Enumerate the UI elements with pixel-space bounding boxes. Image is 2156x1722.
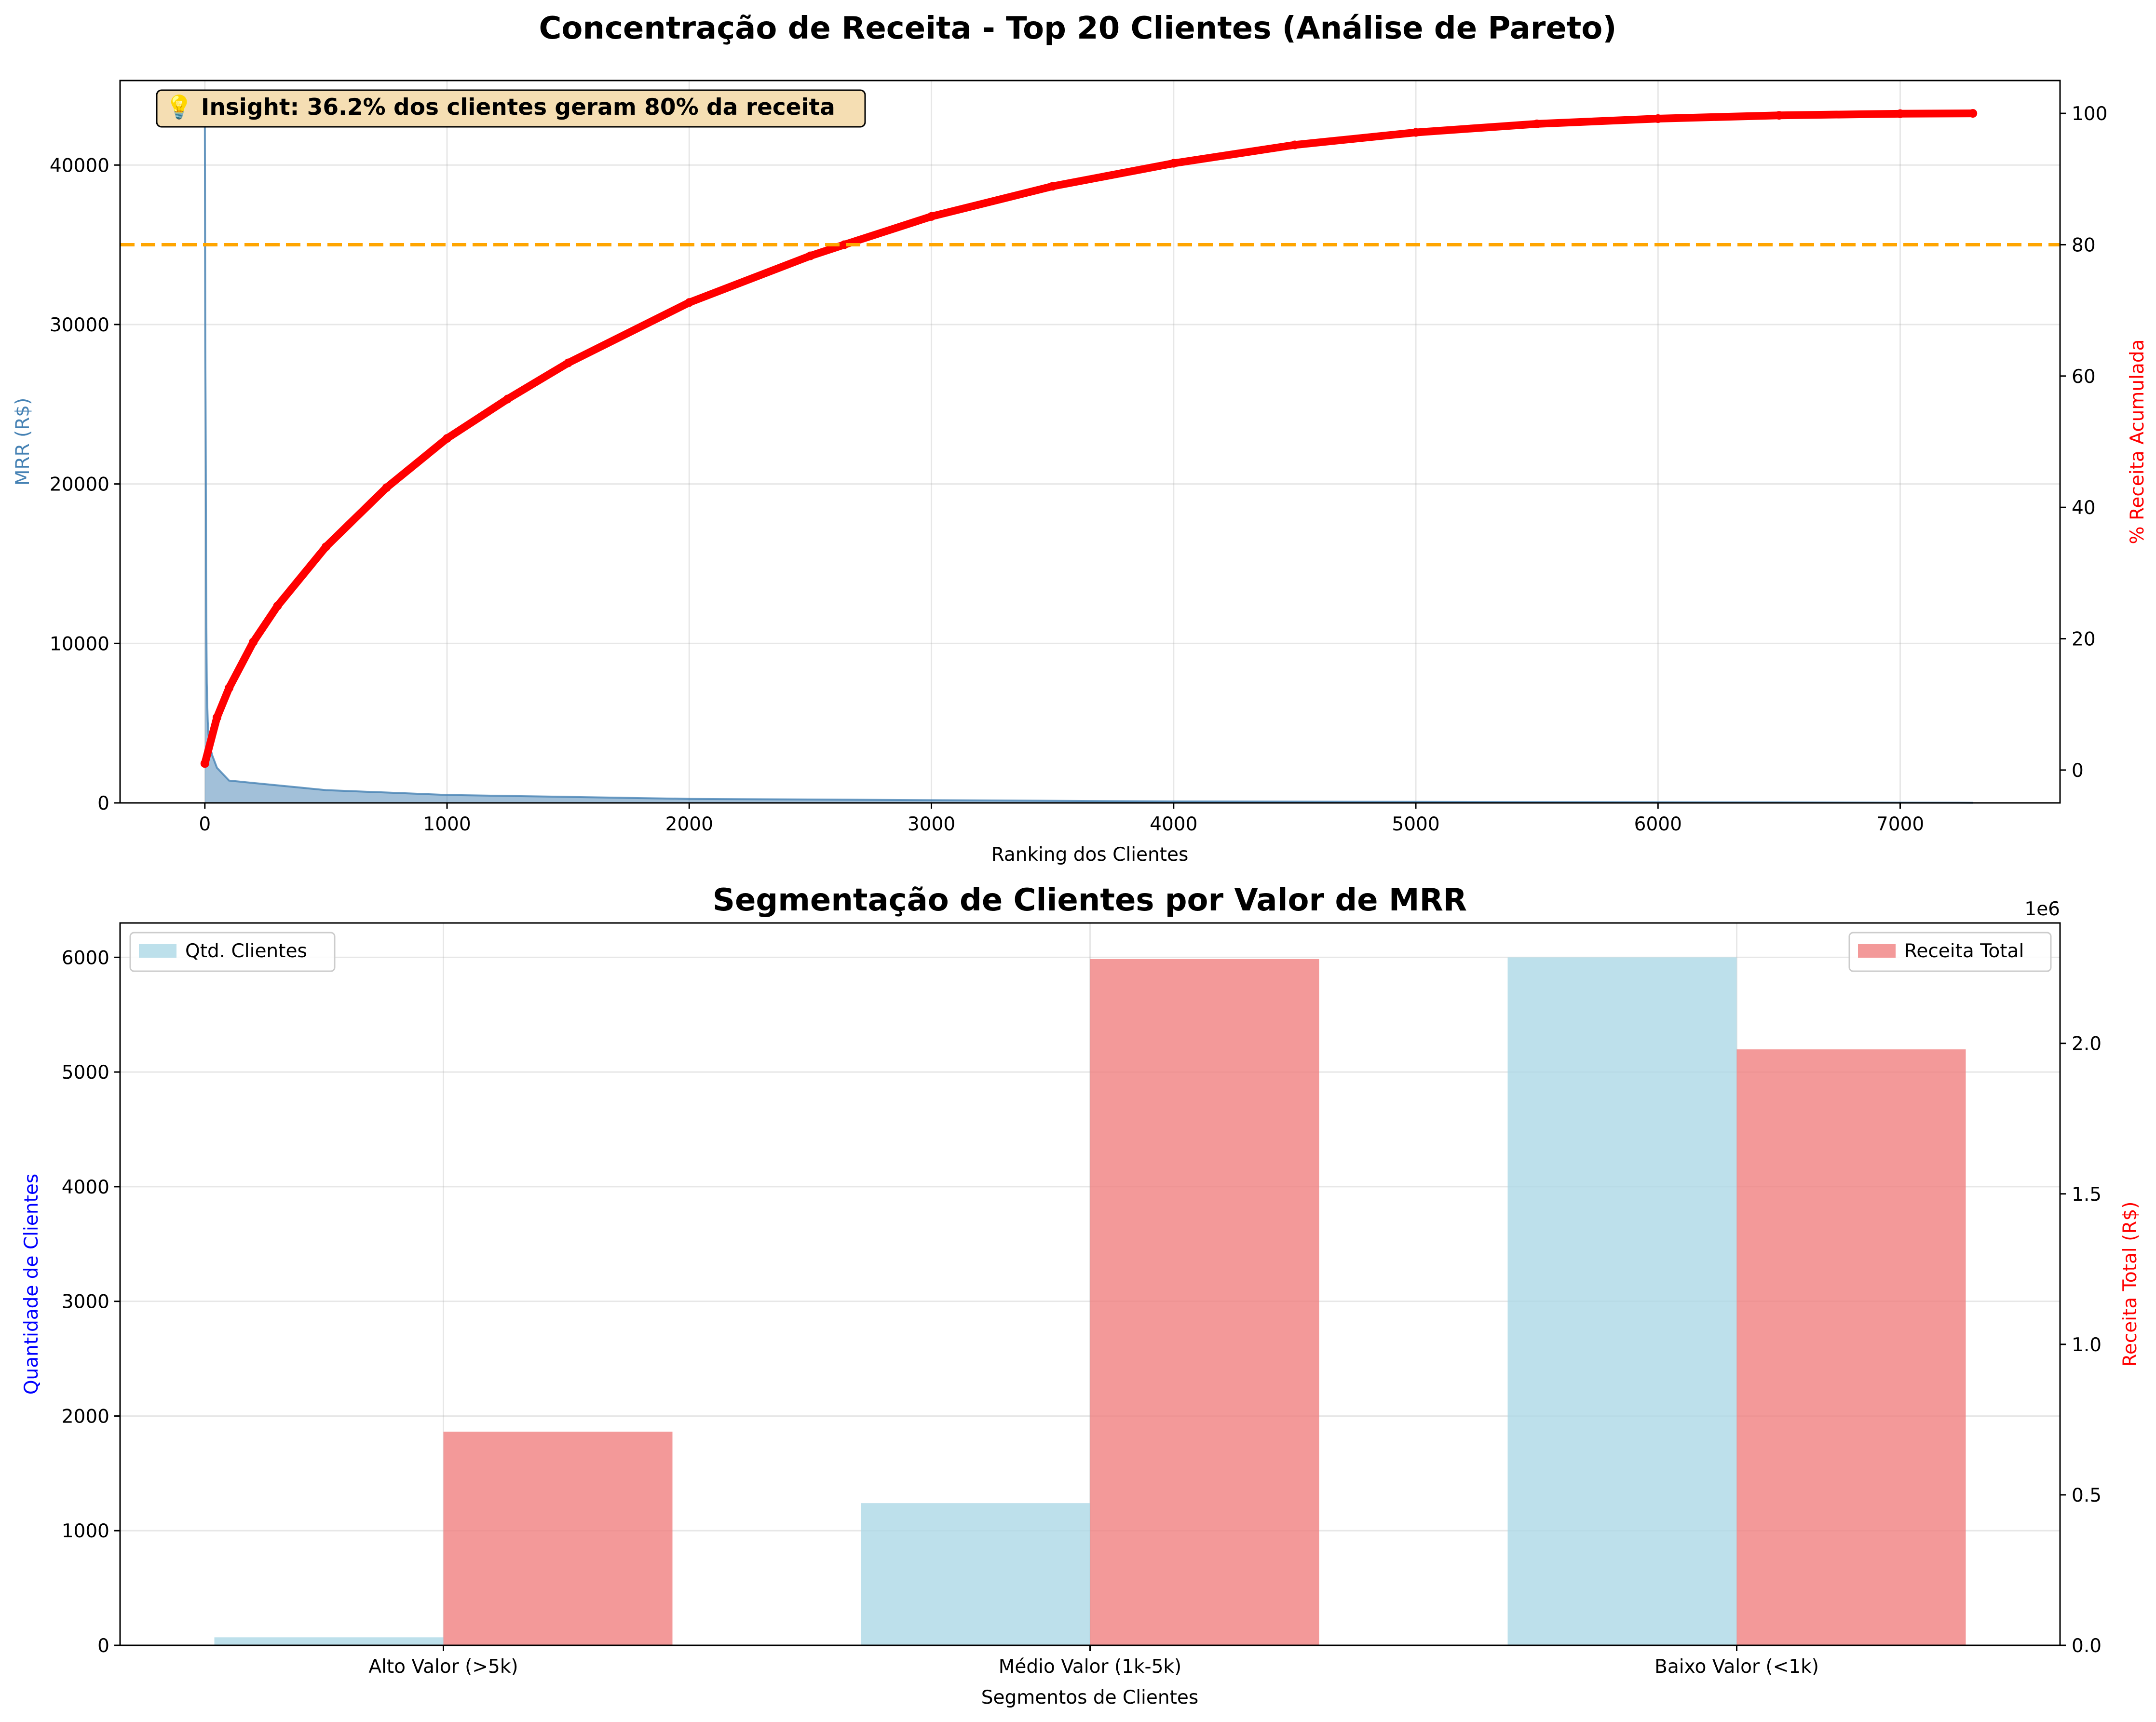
segment-x-ticks: Alto Valor (>5k) Médio Valor (1k-5k) Baixo…: [368, 1645, 1819, 1678]
pareto-y2-tick-label-60: 60: [2072, 366, 2096, 388]
segment-y2-tick-label-1-0: 1.0: [2072, 1334, 2102, 1356]
segment-y2-tick-label-0-0: 0.0: [2072, 1635, 2102, 1657]
insight-annotation-text: 💡 Insight: 36.2% dos clientes geram 80% …: [165, 94, 835, 121]
cumulative-revenue-point: [685, 298, 694, 307]
cumulative-revenue-point: [503, 394, 512, 404]
segment-y-tick-label-2000: 2000: [62, 1406, 109, 1427]
pareto-y2-axis-label: % Receita Acumulada: [2127, 339, 2148, 544]
cumulative-revenue-point: [273, 601, 282, 610]
segment-chart-title: Segmentação de Clientes por Valor de MRR: [713, 882, 1467, 918]
bar-qtd-clientes-m-dio-valor-1k-5k: [861, 1503, 1090, 1645]
pareto-y-axis-label: MRR (R$): [12, 398, 34, 486]
segment-y2-axis-label: Receita Total (R$): [2119, 1201, 2141, 1367]
pareto-y-tick-label-10000: 10000: [50, 633, 109, 655]
segment-x-tick-label-0: Alto Valor (>5k): [368, 1656, 518, 1678]
segment-y-axis-label: Quantidade de Clientes: [21, 1174, 42, 1395]
pareto-chart: 0 1000 2000 3000 4000 5000 6000 7000 0100002000…: [12, 80, 2148, 866]
segment-y-tick-label-1000: 1000: [62, 1520, 109, 1542]
cumulative-revenue-point: [200, 759, 209, 768]
segment-y-ticks: 0 1000 2000 3000 4000 5000 6000: [62, 947, 120, 1657]
cumulative-revenue-point: [382, 483, 391, 492]
cumulative-revenue-point: [1411, 128, 1420, 137]
legend-label-qtd-clientes: Qtd. Clientes: [185, 940, 307, 962]
cumulative-revenue-point: [1048, 182, 1057, 191]
segment-y2-tick-label-0-5: 0.5: [2072, 1485, 2102, 1506]
pareto-y2-tick-label-20: 20: [2072, 629, 2096, 651]
cumulative-revenue-point: [1896, 109, 1905, 118]
bar-receita-total-alto-valor-5k: [443, 1431, 673, 1645]
segment-y2-offset-label: 1e6: [2024, 898, 2060, 920]
pareto-x-ticks: 0 1000 2000 3000 4000 5000 6000 7000: [199, 803, 1924, 835]
segment-y2-ticks: 0.0 0.5 1.0 1.5 2.0: [2060, 1033, 2102, 1657]
segment-y-tick-label-4000: 4000: [62, 1177, 109, 1198]
bar-receita-total-m-dio-valor-1k-5k: [1090, 959, 1319, 1645]
segment-y-tick-label-6000: 6000: [62, 947, 109, 969]
pareto-x-tick-label-6000: 6000: [1634, 814, 1682, 835]
pareto-y2-tick-label-80: 80: [2072, 234, 2096, 256]
pareto-x-tick-label-2000: 2000: [665, 814, 713, 835]
cumulative-revenue-point: [1532, 119, 1542, 128]
cumulative-revenue-point: [840, 240, 849, 249]
segment-y-tick-label-0: 0: [97, 1635, 109, 1657]
bar-qtd-clientes-baixo-valor-1k: [1507, 957, 1737, 1645]
pareto-y2-tick-label-40: 40: [2072, 497, 2096, 519]
cumulative-revenue-point: [1169, 159, 1178, 168]
cumulative-revenue-series: [200, 109, 1978, 768]
pareto-y-tick-label-0: 0: [97, 793, 109, 814]
cumulative-revenue-point: [1775, 111, 1784, 120]
cumulative-revenue-point: [225, 683, 233, 692]
cumulative-revenue-point: [806, 251, 815, 260]
pareto-x-tick-label-7000: 7000: [1876, 814, 1924, 835]
cumulative-revenue-point: [1290, 140, 1299, 149]
cumulative-revenue-point: [212, 713, 221, 722]
segment-y2-tick-label-2-0: 2.0: [2072, 1033, 2102, 1055]
segment-y2-tick-label-1-5: 1.5: [2072, 1184, 2102, 1206]
legend-right-box: [1848, 932, 2052, 972]
pareto-x-tick-label-0: 0: [199, 814, 211, 835]
pareto-x-tick-label-4000: 4000: [1150, 814, 1197, 835]
cumulative-revenue-point: [249, 637, 258, 647]
pareto-x-axis-label: Ranking dos Clientes: [991, 844, 1189, 866]
cumulative-revenue-point: [927, 212, 936, 221]
segment-bars: [214, 957, 1966, 1645]
segment-x-tick-label-1: Médio Valor (1k-5k): [999, 1656, 1181, 1678]
cumulative-revenue-point: [1654, 114, 1663, 123]
pareto-y-tick-label-30000: 30000: [50, 314, 109, 336]
legend-label-receita-total: Receita Total: [1904, 940, 2024, 962]
legend-swatch-receita-total: [1858, 944, 1896, 958]
cumulative-revenue-point: [564, 358, 573, 367]
cumulative-revenue-point: [1968, 109, 1978, 118]
segment-x-tick-label-2: Baixo Valor (<1k): [1654, 1656, 1819, 1678]
pareto-y-ticks: 0 10000 20000 30000 40000: [50, 155, 120, 814]
cumulative-revenue-point: [443, 434, 451, 443]
pareto-x-tick-label-3000: 3000: [908, 814, 955, 835]
legend-swatch-qtd-clientes: [139, 944, 176, 958]
mrr-series: [203, 117, 1973, 804]
segment-x-axis-label: Segmentos de Clientes: [981, 1687, 1198, 1708]
segment-y-tick-label-3000: 3000: [62, 1291, 109, 1313]
legend-left-box: [129, 932, 336, 972]
pareto-y2-ticks: 0 20 40 60 80 100: [2060, 103, 2107, 782]
cumulative-revenue-point: [321, 542, 330, 551]
pareto-plot-frame: [119, 80, 2061, 804]
pareto-y2-tick-label-0: 0: [2072, 760, 2084, 782]
bar-qtd-clientes-alto-valor-5k: [214, 1637, 444, 1645]
pareto-x-tick-label-1000: 1000: [423, 814, 471, 835]
pareto-x-tick-label-5000: 5000: [1392, 814, 1439, 835]
insight-annotation-box: [156, 89, 866, 128]
pareto-y-tick-label-20000: 20000: [50, 474, 109, 496]
pareto-y-tick-label-40000: 40000: [50, 155, 109, 176]
segment-y-tick-label-5000: 5000: [62, 1062, 109, 1084]
pareto-y2-tick-label-100: 100: [2072, 103, 2107, 125]
legend-left: Qtd. Clientes: [129, 932, 336, 972]
figure-title: Concentração de Receita - Top 20 Cliente…: [539, 11, 1616, 46]
legend-right: Receita Total: [1848, 932, 2052, 972]
insight-annotation: 💡 Insight: 36.2% dos clientes geram 80% …: [156, 89, 866, 128]
segment-chart: Segmentação de Clientes por Valor de MRR…: [21, 882, 2141, 1708]
bar-receita-total-baixo-valor-1k: [1736, 1049, 1966, 1645]
